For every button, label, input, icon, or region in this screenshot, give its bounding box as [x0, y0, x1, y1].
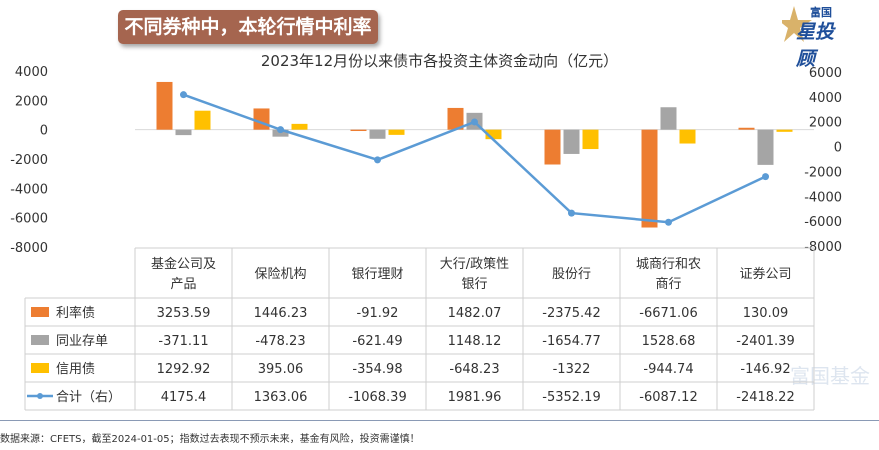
point-total	[374, 156, 381, 164]
right-axis-tick: 2000	[809, 116, 842, 131]
data-label: -91.92	[357, 306, 399, 321]
left-axis-tick: -4000	[10, 182, 48, 197]
data-label: -1068.39	[348, 390, 406, 405]
star-logo-icon	[782, 6, 812, 42]
bar-利率债	[544, 129, 561, 165]
data-label: -6671.06	[639, 306, 697, 321]
left-axis-tick: -6000	[10, 212, 48, 227]
bar-利率债	[738, 127, 755, 130]
data-label: 1292.92	[157, 362, 211, 377]
bar-同业存单	[272, 129, 289, 137]
bar-利率债	[350, 129, 367, 132]
left-axis-tick: 0	[40, 124, 48, 139]
data-label: -2375.42	[542, 306, 600, 321]
data-label: -6087.12	[639, 390, 697, 405]
bar-利率债	[641, 129, 658, 228]
point-total	[277, 126, 284, 134]
category-label: 银行理财	[351, 267, 403, 282]
right-axis-tick: -6000	[804, 215, 842, 230]
data-label: -146.92	[740, 362, 790, 377]
category-label: 证券公司	[739, 266, 791, 282]
point-total	[471, 118, 478, 126]
bar-信用债	[485, 129, 502, 140]
left-axis-tick: -8000	[10, 241, 48, 256]
bar-同业存单	[757, 129, 774, 165]
data-label: 1528.68	[642, 334, 696, 349]
chart-title: 2023年12月份以来债市各投资主体资金动向（亿元）	[260, 52, 619, 70]
data-label: -1322	[553, 362, 591, 377]
bar-信用债	[776, 129, 793, 132]
category-label: 产品	[170, 277, 196, 292]
right-axis-tick: 4000	[809, 91, 842, 106]
data-label: 1981.96	[448, 390, 502, 405]
right-axis-tick: -4000	[804, 190, 842, 205]
bar-利率债	[447, 107, 464, 130]
chart: 4000 2000 0 -2000 -4000 -6000 -8000 6000 4000 200…	[10, 65, 842, 411]
point-total	[180, 91, 187, 99]
bar-信用债	[582, 129, 599, 150]
data-label: -371.11	[158, 334, 208, 349]
data-label: 3253.59	[157, 306, 211, 321]
footer-note: 数据来源：CFETS，截至2024-01-05；指数过去表现不预示未来，基金有风…	[0, 434, 420, 445]
data-label: -354.98	[352, 362, 402, 377]
logo: 富国 星投顾	[782, 4, 852, 70]
legend-swatch	[31, 307, 49, 317]
legend-swatch	[37, 393, 43, 399]
data-label: 1363.06	[254, 390, 308, 405]
legend-label: 同业存单	[56, 334, 108, 349]
data-label: 4175.4	[161, 390, 207, 405]
category-label: 股份行	[552, 267, 591, 282]
data-label: 1446.23	[254, 306, 308, 321]
left-axis-tick: 4000	[15, 65, 48, 80]
left-axis-tick: 2000	[15, 94, 48, 109]
point-total	[762, 173, 769, 181]
data-label: 395.06	[258, 362, 304, 377]
bar-同业存单	[369, 129, 386, 139]
legend-label: 信用债	[56, 362, 95, 377]
data-label: 130.09	[743, 306, 789, 321]
legend-swatch	[31, 363, 49, 373]
watermark: 富国基金	[790, 364, 870, 388]
logo-main: 星投顾	[796, 21, 835, 70]
category-label: 银行	[461, 277, 487, 292]
banner-title: 不同券种中，本轮行情中利率债更被偏爱	[118, 10, 378, 72]
category-label: 商行	[655, 277, 681, 292]
data-label: -478.23	[255, 334, 305, 349]
data-label: -648.23	[449, 362, 499, 377]
right-axis-tick: -2000	[804, 165, 842, 180]
data-label: 1148.12	[448, 334, 502, 349]
data-label: -2401.39	[736, 334, 794, 349]
bar-利率债	[156, 81, 173, 130]
data-label: -1654.77	[542, 334, 600, 349]
bar-信用债	[194, 110, 211, 130]
legend-swatch	[31, 335, 49, 345]
bar-信用债	[679, 129, 696, 144]
category-label: 基金公司及	[151, 256, 216, 272]
category-label: 城商行和农	[636, 257, 701, 272]
bar-同业存单	[175, 129, 192, 136]
bar-信用债	[291, 123, 308, 130]
left-axis-tick: -2000	[10, 153, 48, 168]
right-axis-tick: 0	[834, 141, 842, 156]
data-label: -2418.22	[736, 390, 794, 405]
data-label: -5352.19	[542, 390, 600, 405]
bar-利率债	[253, 108, 270, 130]
bar-同业存单	[563, 129, 580, 154]
data-label: 1482.07	[448, 306, 502, 321]
divider	[0, 420, 879, 421]
right-axis-tick: 6000	[809, 66, 842, 81]
category-label: 大行/政策性	[440, 256, 509, 272]
legend-label: 合计（右）	[56, 390, 121, 405]
legend-label: 利率债	[56, 305, 95, 321]
point-total	[665, 218, 672, 226]
logo-top: 富国	[810, 6, 832, 19]
bar-同业存单	[660, 107, 677, 130]
point-total	[568, 209, 575, 217]
category-label: 保险机构	[254, 267, 306, 282]
data-label: -621.49	[352, 334, 402, 349]
data-label: -944.74	[643, 362, 693, 377]
bar-信用债	[388, 129, 405, 135]
